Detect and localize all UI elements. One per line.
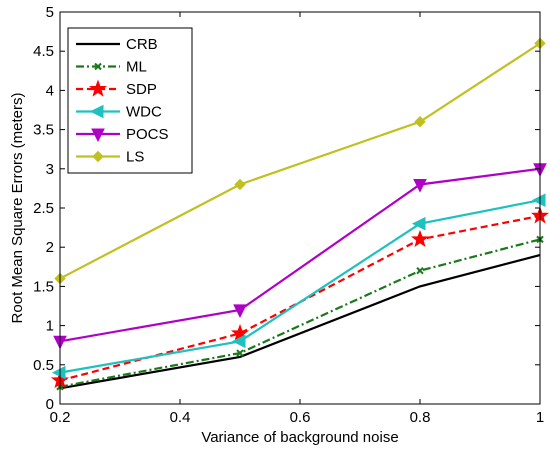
data-point-wdc	[411, 216, 426, 231]
data-point-wdc	[51, 365, 66, 380]
y-tick-label: 0	[46, 396, 54, 413]
legend-label-pocs: POCS	[126, 126, 169, 143]
data-point-ls	[414, 116, 426, 128]
data-point-pocs	[413, 178, 427, 193]
series-line-wdc	[59, 199, 541, 374]
y-tick-label: 0.5	[33, 357, 54, 374]
x-tick-label: 0.2	[50, 409, 71, 426]
data-point-ls	[234, 178, 246, 191]
series-line-pocs	[59, 167, 541, 343]
ticks-layer: 0.2 0.4 0.6 0.8 1 0 0.5 1 1.5 2 2.5 3 3.5 4 4.5 5	[33, 4, 544, 426]
x-axis-title: Variance of background noise	[201, 429, 398, 446]
series-crb	[59, 253, 541, 390]
legend: CRB ML SDP WDC POCS LS	[67, 27, 193, 174]
y-axis-title: Root Mean Square Errors (meters)	[9, 93, 26, 324]
y-tick-label: 4	[46, 82, 54, 99]
legend-label-ls: LS	[126, 149, 144, 166]
legend-marker-wdc	[89, 104, 104, 119]
y-tick-label: 1	[46, 318, 54, 335]
legend-box	[67, 27, 193, 174]
legend-marker-pocs	[91, 128, 105, 143]
y-tick-label: 2	[46, 239, 54, 256]
x-tick-label: 1	[536, 409, 544, 426]
data-point-ml	[236, 349, 244, 357]
series-line-crb	[59, 253, 541, 390]
data-point-sdp	[410, 229, 430, 248]
legend-label-crb: CRB	[126, 36, 158, 53]
y-tick-label: 5	[46, 4, 54, 21]
series-line-ml	[59, 238, 541, 388]
data-point-pocs	[233, 304, 247, 319]
legend-label-sdp: SDP	[126, 81, 157, 98]
data-point-ml	[416, 267, 424, 275]
data-point-wdc	[231, 334, 246, 349]
series-wdc	[51, 193, 546, 380]
y-tick-label: 2.5	[33, 200, 54, 217]
legend-label-wdc: WDC	[126, 104, 162, 121]
y-tick-label: 3.5	[33, 122, 54, 139]
x-tick-label: 0.8	[410, 409, 431, 426]
legend-marker-ls	[92, 150, 104, 163]
x-tick-label: 0.6	[290, 409, 311, 426]
y-tick-label: 4.5	[33, 43, 54, 60]
legend-marker-sdp	[88, 79, 108, 97]
series-line-ls	[59, 42, 541, 280]
legend-marker-ml	[94, 62, 102, 71]
y-tick-label: 3	[46, 161, 54, 178]
y-tick-label: 1.5	[33, 278, 54, 295]
x-tick-label: 0.4	[170, 409, 191, 426]
data-point-sdp	[230, 323, 250, 342]
data-point-wdc	[531, 193, 546, 207]
legend-label-ml: ML	[126, 59, 147, 76]
